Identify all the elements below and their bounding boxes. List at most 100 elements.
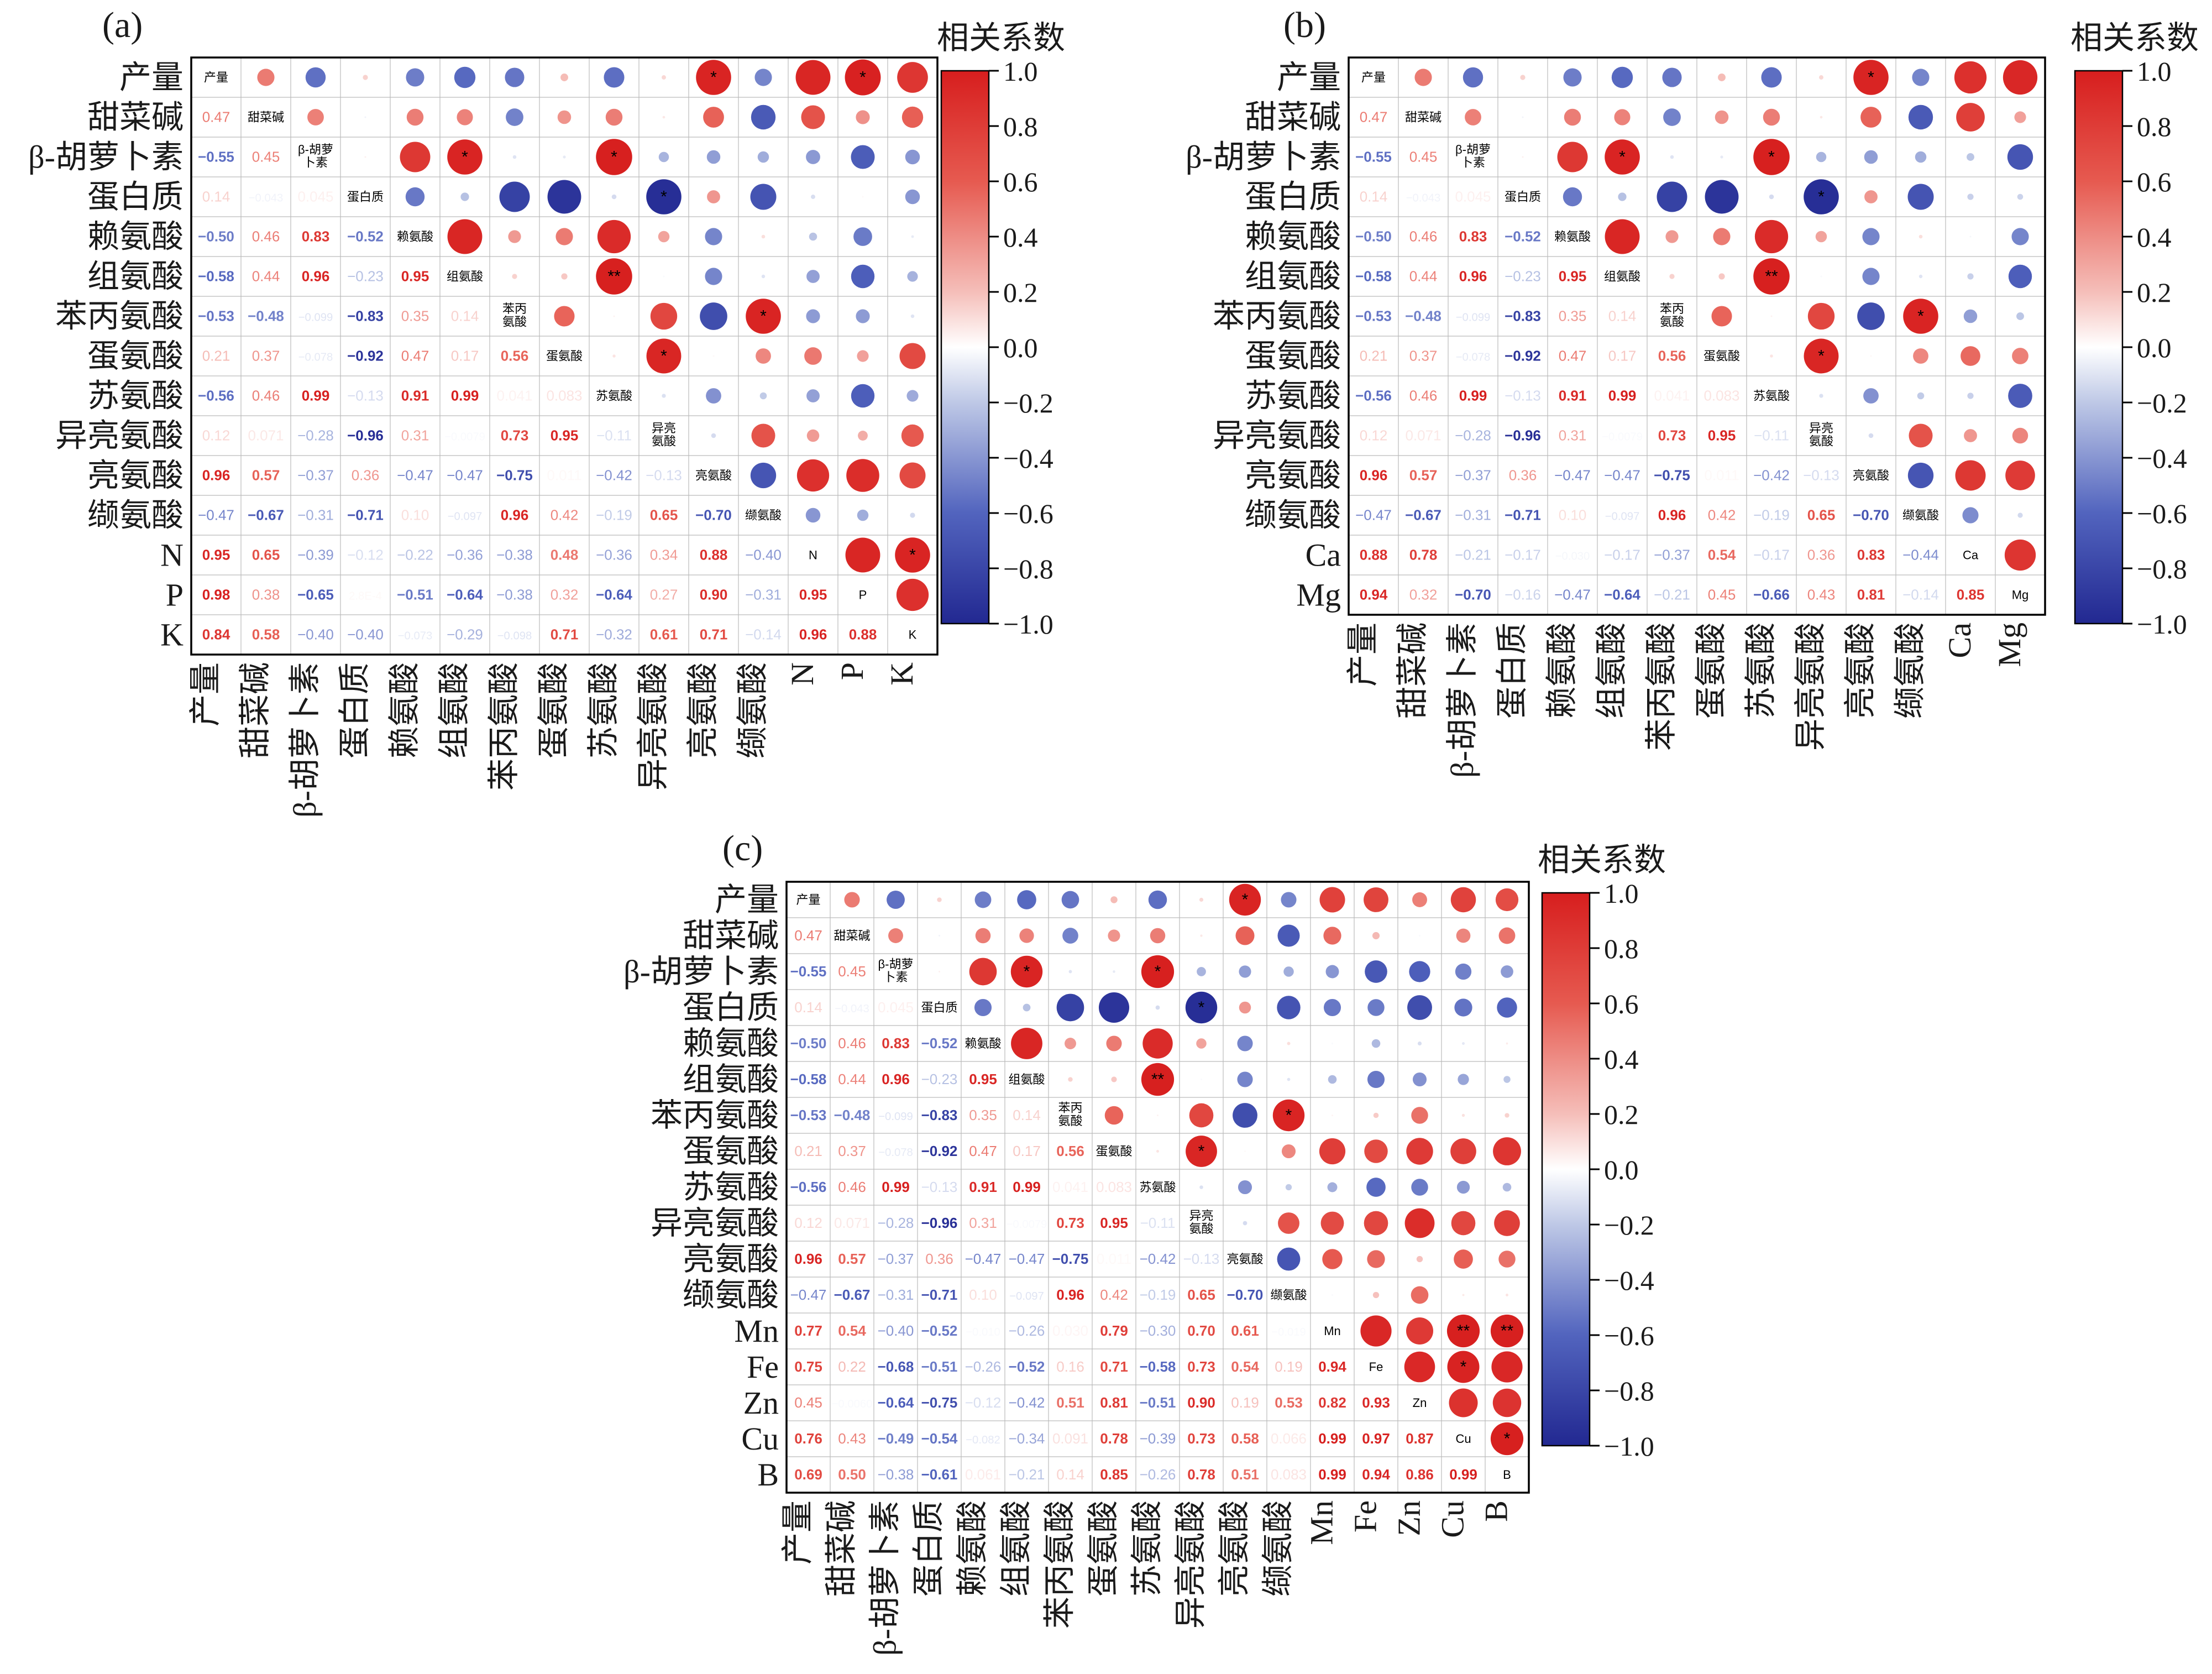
- svg-text:0.57: 0.57: [838, 1251, 866, 1267]
- svg-text:产量: 产量: [715, 882, 779, 918]
- svg-text:−0.52: −0.52: [921, 1035, 958, 1052]
- svg-text:*: *: [1024, 962, 1030, 981]
- svg-text:0.47: 0.47: [969, 1143, 997, 1159]
- svg-text:0.79: 0.79: [1100, 1322, 1128, 1339]
- svg-text:−0.38: −0.38: [878, 1466, 914, 1483]
- svg-text:*: *: [1242, 891, 1249, 909]
- svg-text:−0.56: −0.56: [790, 1179, 827, 1195]
- svg-text:−0.96: −0.96: [921, 1215, 958, 1231]
- svg-text:Fe: Fe: [747, 1349, 779, 1385]
- svg-text:−0.4: −0.4: [1604, 1265, 1654, 1296]
- svg-text:0.95: 0.95: [969, 1071, 997, 1087]
- svg-text:0.96: 0.96: [882, 1071, 910, 1087]
- svg-text:0.70: 0.70: [1187, 1322, 1215, 1339]
- svg-text:Cu: Cu: [1455, 1432, 1471, 1446]
- svg-text:β-胡萝卜素: β-胡萝卜素: [623, 954, 779, 990]
- svg-text:0.16: 0.16: [1056, 1358, 1084, 1375]
- svg-text:−0.67: −0.67: [834, 1286, 871, 1303]
- svg-text:B: B: [757, 1457, 779, 1493]
- svg-text:0.011: 0.011: [1097, 1251, 1131, 1267]
- svg-text:异亮: 异亮: [1189, 1209, 1213, 1223]
- svg-text:甜菜碱: 甜菜碱: [683, 918, 779, 954]
- svg-text:−0.71: −0.71: [921, 1286, 958, 1303]
- svg-text:0.19: 0.19: [1231, 1394, 1259, 1411]
- svg-text:0.56: 0.56: [1056, 1143, 1084, 1159]
- svg-text:*: *: [1286, 1106, 1292, 1124]
- svg-text:**: **: [1501, 1322, 1514, 1340]
- svg-text:0.36: 0.36: [925, 1251, 953, 1267]
- svg-text:−0.010: −0.010: [966, 1326, 1000, 1338]
- svg-text:0.10: 0.10: [969, 1286, 997, 1303]
- svg-text:*: *: [1155, 962, 1161, 981]
- svg-text:Mn: Mn: [1304, 1500, 1340, 1545]
- svg-text:0.42: 0.42: [1100, 1286, 1128, 1303]
- svg-text:−0.19: −0.19: [1140, 1286, 1176, 1303]
- svg-text:−0.55: −0.55: [790, 963, 827, 980]
- svg-text:缬氨酸: 缬氨酸: [1270, 1288, 1307, 1302]
- svg-text:0.2: 0.2: [1604, 1099, 1639, 1130]
- svg-text:−0.42: −0.42: [1140, 1251, 1176, 1267]
- svg-text:甜菜碱: 甜菜碱: [824, 1500, 859, 1597]
- svg-text:0.47: 0.47: [794, 927, 822, 944]
- svg-text:蛋氨酸: 蛋氨酸: [1095, 1144, 1132, 1158]
- svg-text:蛋氨酸: 蛋氨酸: [1086, 1500, 1121, 1597]
- svg-text:0.81: 0.81: [1100, 1394, 1128, 1411]
- svg-text:−0.92: −0.92: [921, 1143, 958, 1159]
- svg-text:缬氨酸: 缬氨酸: [1260, 1500, 1296, 1597]
- svg-text:−0.40: −0.40: [878, 1322, 914, 1339]
- svg-text:−0.75: −0.75: [1052, 1251, 1089, 1267]
- svg-text:卜素: 卜素: [883, 970, 908, 984]
- svg-text:0.73: 0.73: [1187, 1358, 1215, 1375]
- svg-text:−0.75: −0.75: [921, 1394, 958, 1411]
- svg-text:**: **: [1457, 1322, 1470, 1340]
- svg-text:0.12: 0.12: [794, 1215, 822, 1231]
- svg-text:0.96: 0.96: [794, 1251, 822, 1267]
- svg-text:−0.83: −0.83: [921, 1107, 958, 1123]
- svg-text:0.75: 0.75: [794, 1358, 822, 1375]
- svg-text:−0.51: −0.51: [921, 1358, 958, 1375]
- svg-text:0.083: 0.083: [1096, 1179, 1132, 1195]
- svg-text:−0.64: −0.64: [878, 1394, 914, 1411]
- svg-text:−0.043: −0.043: [835, 1003, 869, 1015]
- svg-text:0.99: 0.99: [1318, 1466, 1346, 1483]
- svg-text:0.87: 0.87: [1406, 1430, 1434, 1447]
- svg-text:相关系数: 相关系数: [1538, 842, 1666, 878]
- svg-text:−0.26: −0.26: [1140, 1466, 1176, 1483]
- svg-text:B: B: [1479, 1500, 1514, 1522]
- svg-text:0.71: 0.71: [1100, 1358, 1128, 1375]
- svg-text:Mn: Mn: [1324, 1324, 1341, 1338]
- svg-text:苏氨酸: 苏氨酸: [1129, 1500, 1165, 1597]
- svg-text:0.73: 0.73: [1056, 1215, 1084, 1231]
- svg-text:−0.52: −0.52: [921, 1322, 958, 1339]
- svg-text:−0.13: −0.13: [921, 1179, 958, 1195]
- svg-text:0.071: 0.071: [834, 1215, 870, 1231]
- svg-text:0.066: 0.066: [1271, 1430, 1307, 1447]
- svg-text:0.31: 0.31: [969, 1215, 997, 1231]
- svg-text:−0.53: −0.53: [790, 1107, 827, 1123]
- svg-text:−0.099: −0.099: [878, 1111, 913, 1123]
- svg-text:0.6: 0.6: [1604, 988, 1639, 1019]
- svg-text:−0.48: −0.48: [834, 1107, 871, 1123]
- svg-text:0.4: 0.4: [1604, 1044, 1639, 1075]
- svg-text:Fe: Fe: [1369, 1360, 1383, 1374]
- svg-text:0.0: 0.0: [1604, 1154, 1639, 1185]
- svg-text:0.44: 0.44: [838, 1071, 866, 1087]
- svg-text:0.53: 0.53: [1275, 1394, 1303, 1411]
- svg-text:苯丙: 苯丙: [1058, 1101, 1082, 1115]
- svg-text:Cu: Cu: [741, 1421, 779, 1457]
- svg-text:−0.51: −0.51: [1140, 1394, 1176, 1411]
- svg-text:−0.30: −0.30: [1140, 1322, 1176, 1339]
- svg-text:0.091: 0.091: [1052, 1430, 1088, 1447]
- svg-text:0.54: 0.54: [838, 1322, 866, 1339]
- svg-text:0.45: 0.45: [838, 963, 866, 980]
- svg-text:0.14: 0.14: [1056, 1466, 1084, 1483]
- svg-text:−0.49: −0.49: [878, 1430, 914, 1447]
- svg-text:−0.52: −0.52: [1009, 1358, 1045, 1375]
- svg-text:0.46: 0.46: [838, 1035, 866, 1052]
- svg-text:0.8: 0.8: [1604, 933, 1639, 964]
- svg-text:0.61: 0.61: [1231, 1322, 1259, 1339]
- svg-text:赖氨酸: 赖氨酸: [965, 1037, 1001, 1050]
- svg-text:0.46: 0.46: [838, 1179, 866, 1195]
- svg-text:−0.61: −0.61: [921, 1466, 958, 1483]
- svg-text:蛋白质: 蛋白质: [911, 1500, 947, 1597]
